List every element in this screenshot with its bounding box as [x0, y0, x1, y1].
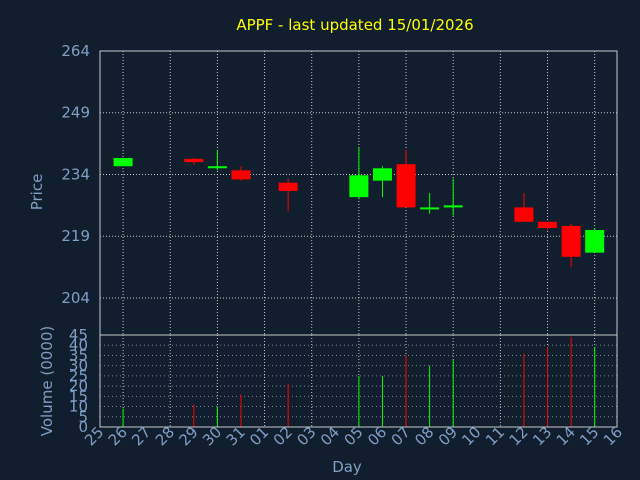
volume-tick-label: 30: [69, 357, 88, 375]
candle-body: [420, 207, 440, 210]
candle-body: [207, 166, 227, 169]
x-axis-label: Day: [332, 458, 362, 476]
candle-body: [538, 221, 558, 228]
candle-body: [231, 170, 251, 180]
volume-tick-label: 25: [69, 367, 88, 385]
candle-body: [396, 164, 416, 208]
candle-body: [184, 158, 204, 163]
candle-body: [113, 158, 133, 167]
price-tick-label: 264: [61, 42, 90, 60]
candle-body: [443, 205, 463, 208]
volume-bars: [122, 337, 596, 427]
candles: [113, 147, 605, 268]
volume-panel-frame: [99, 334, 618, 428]
price-tick-label: 249: [61, 104, 90, 122]
volume-tick-label: 45: [69, 326, 88, 344]
volume-tick-label: 0: [78, 418, 88, 436]
volume-tick-label: 10: [69, 398, 88, 416]
price-axis-label: Price: [28, 174, 46, 211]
plot-frames: [99, 50, 618, 428]
candle-body: [278, 182, 298, 191]
price-tick-label: 219: [61, 227, 90, 245]
volume-tick-label: 5: [78, 408, 88, 426]
tick-labels: 2642492342192044540353025201510502526272…: [61, 42, 626, 449]
volume-tick-label: 20: [69, 377, 88, 395]
volume-axis-label: Volume (0000): [38, 326, 56, 436]
candle-body: [561, 225, 581, 257]
price-tick-label: 204: [61, 289, 90, 307]
candle-body: [514, 207, 534, 222]
price-tick-label: 234: [61, 165, 90, 183]
grid-lines: [100, 50, 617, 428]
volume-tick-label: 40: [69, 336, 88, 354]
candle-body: [585, 230, 605, 253]
chart-title: APPF - last updated 15/01/2026: [236, 16, 473, 34]
volume-tick-label: 35: [69, 346, 88, 364]
candle-body: [372, 168, 392, 181]
candle-body: [349, 175, 369, 198]
volume-tick-label: 15: [69, 387, 88, 405]
